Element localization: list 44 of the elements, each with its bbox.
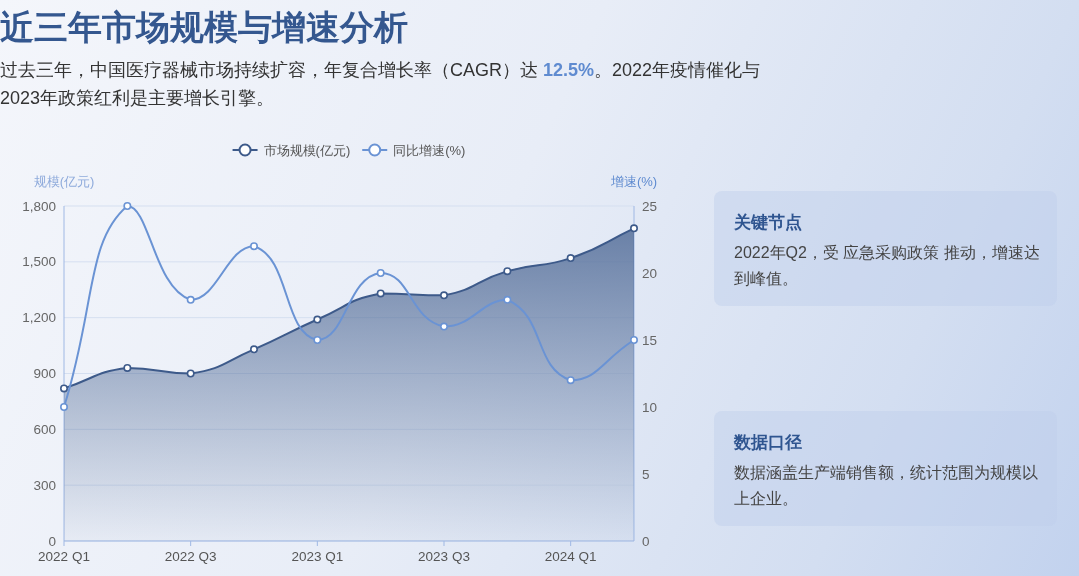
point: [376, 289, 385, 298]
x-tick-label: 2023 Q3: [418, 548, 470, 564]
point: [376, 269, 385, 277]
point: [630, 336, 638, 344]
x-tick-label: 2024 Q1: [544, 548, 597, 564]
y2-tick-label: 0: [642, 533, 650, 549]
point: [186, 369, 195, 378]
point: [313, 336, 322, 344]
legend-label: 市场规模(亿元): [263, 142, 351, 158]
point: [123, 202, 132, 210]
y2-tick-label: 5: [642, 466, 650, 482]
y-tick-label: 600: [33, 421, 56, 437]
y-tick-label: 900: [33, 366, 56, 381]
x-tick-label: 2022 Q1: [38, 548, 90, 564]
y2-tick-label: 10: [642, 399, 658, 415]
title: 近三年市场规模与增速分析: [0, 7, 408, 48]
y2-tick-label: 20: [642, 265, 658, 281]
point: [503, 267, 512, 276]
point: [60, 384, 68, 393]
point: [440, 291, 448, 300]
point: [313, 315, 322, 324]
ylabel: 规模(亿元): [33, 173, 95, 189]
y2-tick-label: 25: [642, 198, 658, 214]
y-tick-label: 300: [33, 477, 56, 493]
x-tick-label: 2022 Q3: [164, 548, 217, 564]
point: [250, 345, 258, 354]
point: [440, 322, 448, 331]
point: [566, 254, 575, 263]
point: [60, 403, 68, 411]
x-tick-label: 2023 Q1: [291, 548, 344, 564]
point: [630, 224, 638, 233]
y2-tick-label: 15: [642, 332, 658, 348]
point: [503, 295, 512, 304]
point: [250, 242, 258, 251]
y-tick-label: 1,200: [22, 310, 56, 326]
y-tick-label: 1,800: [22, 198, 56, 214]
point: [186, 295, 195, 304]
subtitle: 过去三年，中国医疗器械市场持续扩容，年复合增长率（CAGR）达 12.5%。2022年疫情催化与2023年政策红利是主要增长引擎。: [0, 59, 762, 110]
y-tick-label: 0: [48, 533, 56, 549]
legend-label: 同比增速(%): [393, 142, 466, 158]
y2label: 增速(%): [610, 173, 658, 189]
y-tick-label: 1,500: [22, 254, 56, 270]
point: [123, 363, 132, 372]
point: [566, 376, 575, 385]
